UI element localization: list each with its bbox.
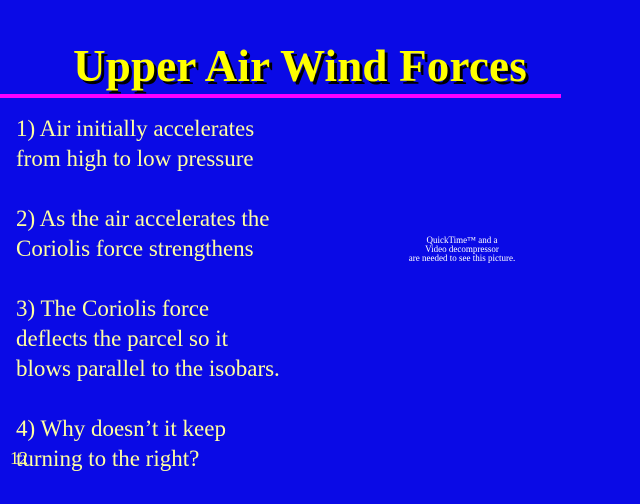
bullet-3-line-2: deflects the parcel so it	[16, 326, 229, 351]
bullet-4-line-2: turning to the right?	[16, 446, 200, 471]
title-divider	[0, 94, 561, 98]
placeholder-line-2: Video decompressor	[425, 244, 499, 254]
bullet-2-line-1: 2) As the air accelerates the	[16, 206, 270, 231]
bullet-3-line-1: 3) The Coriolis force	[16, 296, 210, 321]
slide: Upper Air Wind Forces 1) Air initially a…	[0, 41, 561, 471]
bullet-1-line-1: 1) Air initially accelerates	[16, 116, 255, 141]
bullet-4-line-1: 4) Why doesn’t it keep	[16, 416, 226, 441]
placeholder-line-3: are needed to see this picture.	[408, 253, 516, 263]
bullet-item-2: 2) As the air accelerates the Coriolis f…	[16, 204, 376, 264]
bullet-3-line-3: blows parallel to the isobars.	[16, 356, 280, 381]
bullet-item-1: 1) Air initially accelerates from high t…	[16, 114, 376, 174]
bullet-item-3: 3) The Coriolis force deflects the parce…	[16, 294, 376, 384]
placeholder-line-1: QuickTime™ and a	[426, 235, 498, 245]
slide-title: Upper Air Wind Forces	[73, 41, 527, 91]
bullet-item-4: 4) Why doesn’t it keep turning to the ri…	[16, 414, 376, 474]
bullet-2-line-2: Coriolis force strengthens	[16, 236, 254, 261]
media-placeholder: QuickTime™ and a Video decompressor are …	[396, 236, 528, 263]
bullet-1-line-2: from high to low pressure	[16, 146, 254, 171]
bullet-list: 1) Air initially accelerates from high t…	[16, 114, 376, 504]
slide-number: 12	[10, 448, 28, 468]
